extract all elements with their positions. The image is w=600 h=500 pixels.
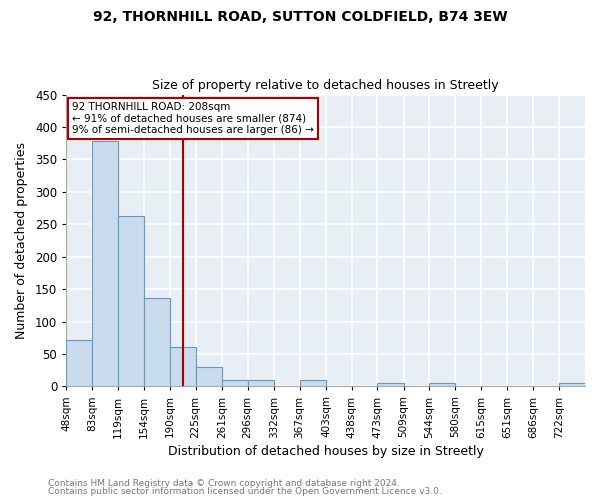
Bar xyxy=(92,142,118,386)
Bar xyxy=(222,380,248,386)
Bar xyxy=(170,348,196,387)
Bar xyxy=(377,383,404,386)
Bar xyxy=(66,340,92,386)
Bar xyxy=(196,367,222,386)
Y-axis label: Number of detached properties: Number of detached properties xyxy=(15,142,28,339)
Title: Size of property relative to detached houses in Streetly: Size of property relative to detached ho… xyxy=(152,79,499,92)
Bar xyxy=(559,383,585,386)
Bar xyxy=(118,216,144,386)
Text: Contains HM Land Registry data © Crown copyright and database right 2024.: Contains HM Land Registry data © Crown c… xyxy=(48,478,400,488)
Text: 92 THORNHILL ROAD: 208sqm
← 91% of detached houses are smaller (874)
9% of semi-: 92 THORNHILL ROAD: 208sqm ← 91% of detac… xyxy=(73,102,314,135)
Bar xyxy=(248,380,274,386)
Bar xyxy=(429,383,455,386)
Bar xyxy=(299,380,326,386)
X-axis label: Distribution of detached houses by size in Streetly: Distribution of detached houses by size … xyxy=(167,444,484,458)
Bar xyxy=(144,298,170,386)
Text: 92, THORNHILL ROAD, SUTTON COLDFIELD, B74 3EW: 92, THORNHILL ROAD, SUTTON COLDFIELD, B7… xyxy=(92,10,508,24)
Text: Contains public sector information licensed under the Open Government Licence v3: Contains public sector information licen… xyxy=(48,487,442,496)
